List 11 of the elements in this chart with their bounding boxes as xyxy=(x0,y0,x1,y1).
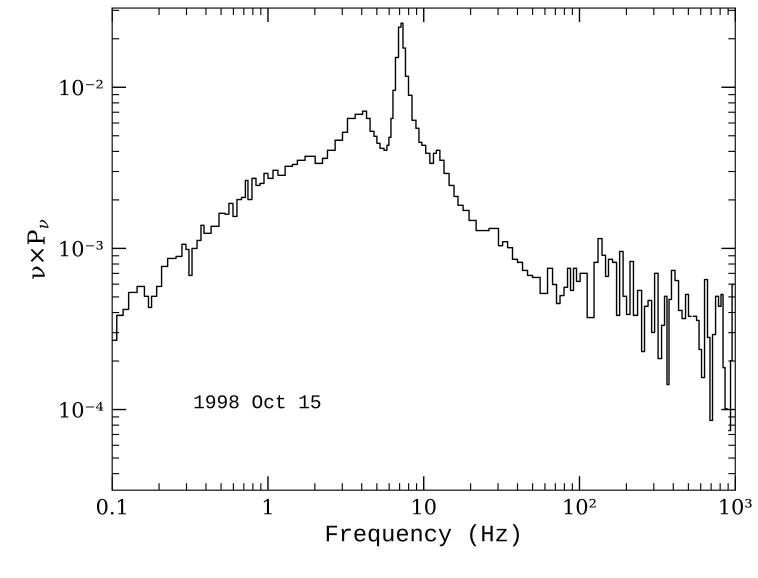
x-tick-label: 10³ xyxy=(720,498,752,515)
y-tick-label: 10⁻³ xyxy=(60,240,103,257)
x-tick-label: 0.1 xyxy=(96,498,126,515)
x-tick-label: 10² xyxy=(564,498,596,515)
y-tick-label: 10⁻² xyxy=(60,80,103,96)
x-axis-title: Frequency (Hz) xyxy=(326,524,519,546)
annotation: 1998 Oct 15 xyxy=(194,395,320,408)
x-tick-label: 1 xyxy=(264,498,272,514)
x-tick-label: 10 xyxy=(413,498,436,515)
y-tick-label: 10⁻⁴ xyxy=(60,402,104,418)
y-axis-title: ν×P$_{ν}$ xyxy=(28,220,48,279)
